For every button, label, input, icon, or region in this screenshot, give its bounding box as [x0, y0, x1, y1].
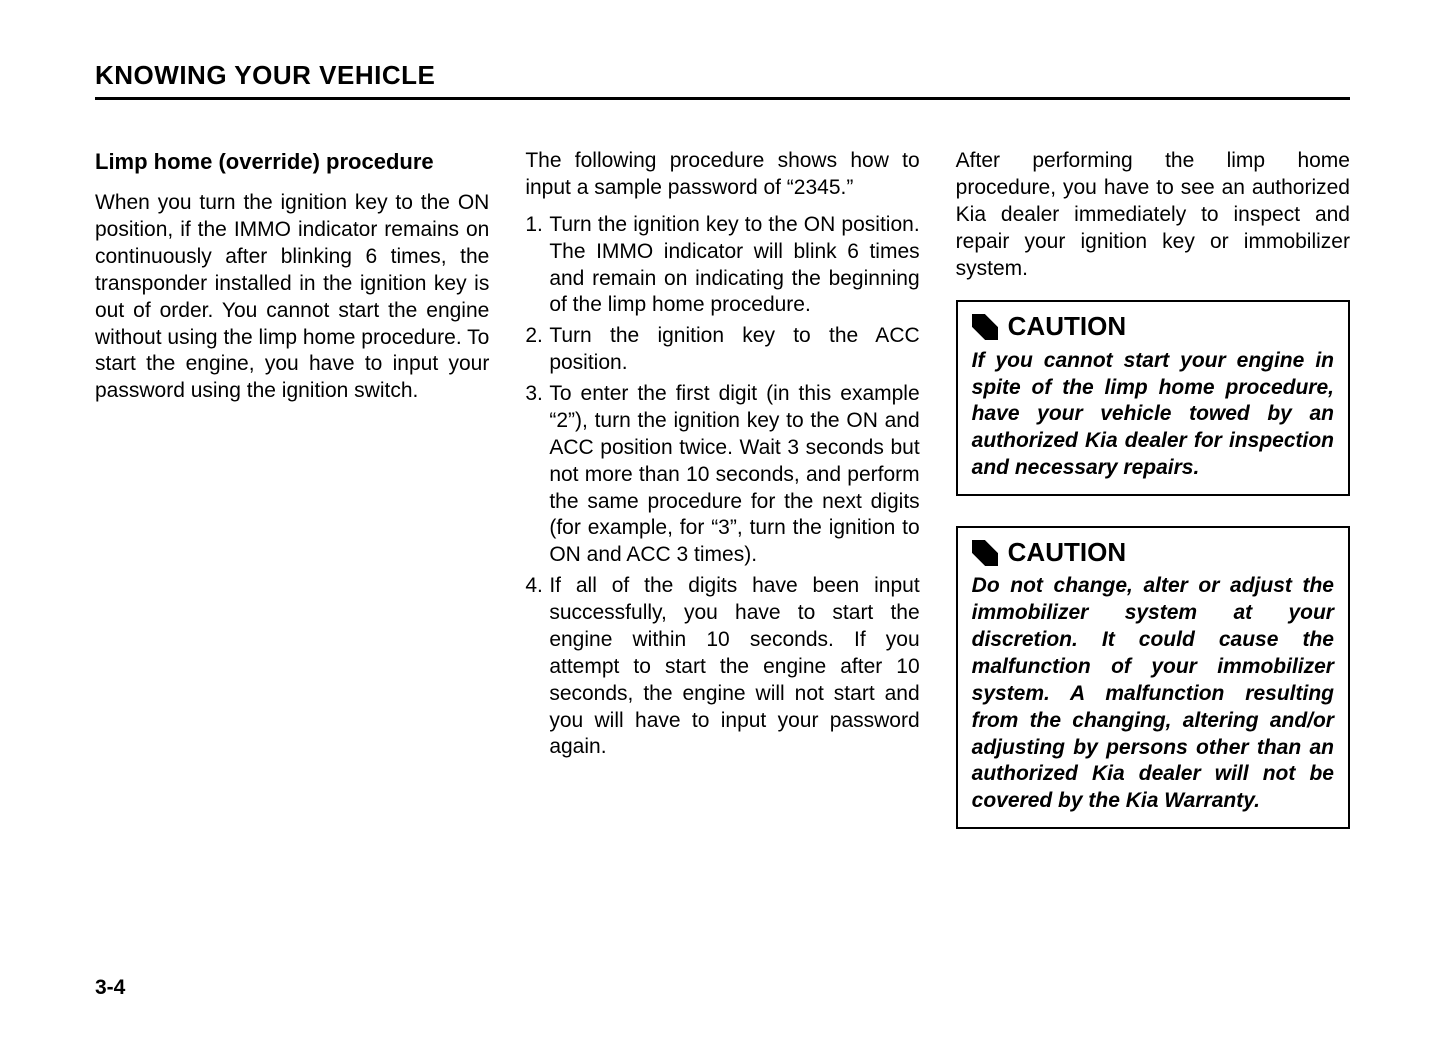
column-3: After performing the limp home procedure… [956, 148, 1350, 829]
step-text: To enter the first digit (in this exampl… [549, 381, 919, 569]
step-item: 3.To enter the first digit (in this exam… [525, 381, 919, 569]
step-number: 3. [525, 381, 549, 569]
step-item: 1.Turn the ignition key to the ON positi… [525, 212, 919, 320]
caution-heading: CAUTION [972, 536, 1334, 569]
step-item: 2.Turn the ignition key to the ACC posit… [525, 323, 919, 377]
caution-title: CAUTION [1008, 536, 1126, 569]
caution-text: If you cannot start your engine in spite… [972, 348, 1334, 482]
step-number: 2. [525, 323, 549, 377]
caution-box-1: CAUTION If you cannot start your engine … [956, 300, 1350, 496]
page-number: 3-4 [95, 976, 125, 1000]
manual-page: KNOWING YOUR VEHICLE Limp home (override… [0, 0, 1445, 1050]
column-1: Limp home (override) procedure When you … [95, 148, 489, 829]
column-2: The following procedure shows how to inp… [525, 148, 919, 829]
content-columns: Limp home (override) procedure When you … [95, 148, 1350, 829]
col1-paragraph: When you turn the ignition key to the ON… [95, 190, 489, 405]
step-text: If all of the digits have been input suc… [549, 573, 919, 761]
section-header: KNOWING YOUR VEHICLE [95, 60, 1350, 100]
col2-steps: 1.Turn the ignition key to the ON positi… [525, 212, 919, 762]
caution-icon [972, 540, 998, 566]
caution-title: CAUTION [1008, 310, 1126, 343]
col2-intro: The following procedure shows how to inp… [525, 148, 919, 202]
col1-subhead: Limp home (override) procedure [95, 148, 489, 176]
caution-heading: CAUTION [972, 310, 1334, 343]
step-text: Turn the ignition key to the ON position… [549, 212, 919, 320]
step-item: 4.If all of the digits have been input s… [525, 573, 919, 761]
caution-icon [972, 314, 998, 340]
step-number: 1. [525, 212, 549, 320]
step-text: Turn the ignition key to the ACC positio… [549, 323, 919, 377]
caution-box-2: CAUTION Do not change, alter or adjust t… [956, 526, 1350, 829]
col3-paragraph: After performing the limp home procedure… [956, 148, 1350, 282]
caution-text: Do not change, alter or adjust the immob… [972, 573, 1334, 815]
step-number: 4. [525, 573, 549, 761]
